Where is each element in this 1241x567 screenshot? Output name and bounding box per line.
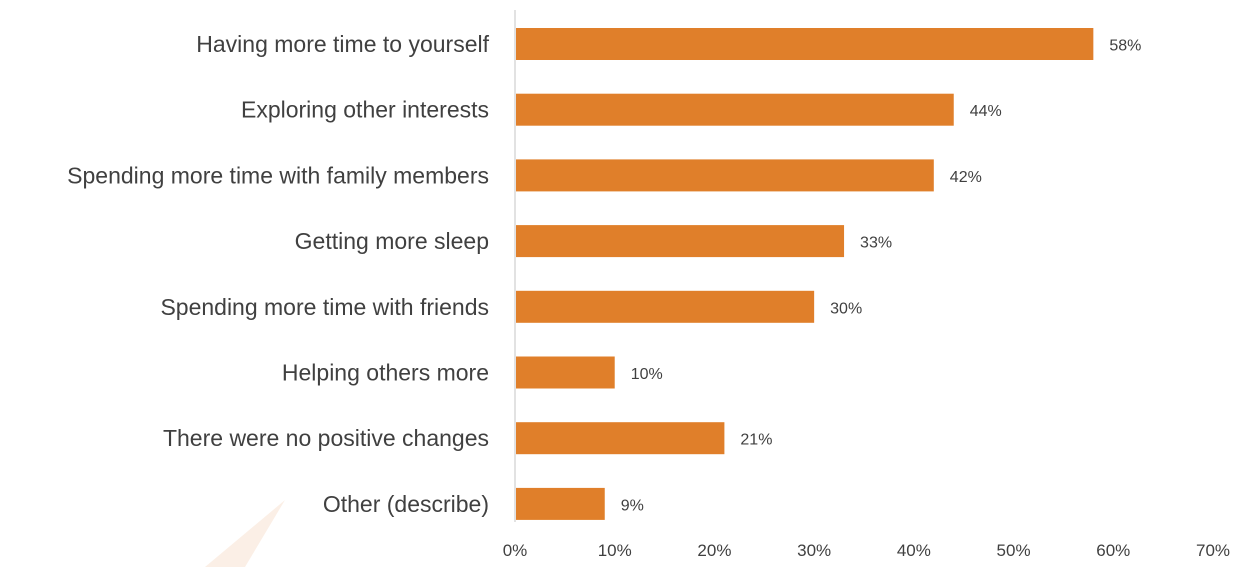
category-label: Having more time to yourself (196, 31, 489, 57)
bar-5 (516, 356, 615, 389)
value-label: 10% (631, 366, 663, 383)
value-label: 30% (830, 300, 862, 317)
value-label: 9% (621, 497, 644, 514)
x-tick-label: 60% (1096, 541, 1130, 560)
bars-layer (516, 28, 1094, 520)
x-tick-label: 40% (897, 541, 931, 560)
watermark-shape (205, 500, 285, 567)
x-tick-label: 50% (997, 541, 1031, 560)
bar-6 (516, 422, 725, 455)
value-label: 33% (860, 235, 892, 252)
labels-layer: Having more time to yourself 58% Exploring… (67, 31, 1141, 517)
value-label: 44% (970, 103, 1002, 120)
x-tick-label: 10% (598, 541, 632, 560)
category-label: Spending more time with family members (67, 162, 489, 188)
x-tick-label: 70% (1196, 541, 1230, 560)
value-label: 42% (950, 169, 982, 186)
category-label: Spending more time with friends (160, 294, 489, 320)
bar-0 (516, 28, 1094, 60)
value-label: 21% (740, 432, 772, 449)
ticks-layer: 0% 10% 20% 30% 40% 50% 60% 70% (503, 541, 1230, 560)
category-label: Getting more sleep (295, 228, 489, 254)
category-label: Helping others more (282, 360, 489, 386)
bar-2 (516, 159, 934, 192)
category-label: Exploring other interests (241, 97, 489, 123)
bar-7 (516, 487, 605, 520)
category-label: There were no positive changes (163, 425, 489, 451)
x-tick-label: 0% (503, 541, 528, 560)
bar-3 (516, 225, 845, 258)
x-tick-label: 20% (697, 541, 731, 560)
bar-1 (516, 93, 954, 126)
bar-4 (516, 290, 815, 323)
value-label: 58% (1109, 38, 1141, 55)
x-tick-label: 30% (797, 541, 831, 560)
category-label: Other (describe) (323, 491, 489, 517)
